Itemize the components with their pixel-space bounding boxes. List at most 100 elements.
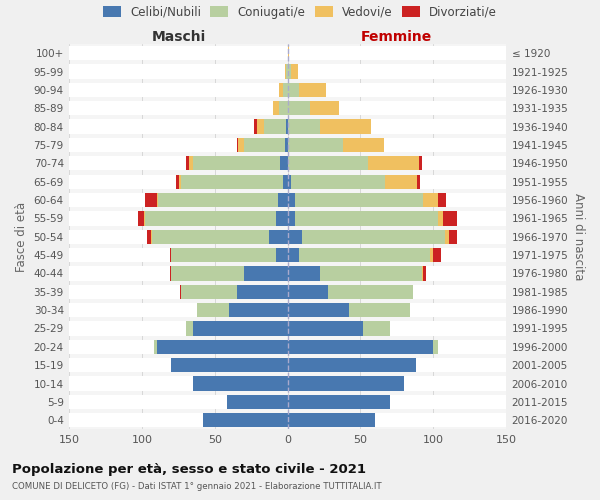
Bar (145, 193, 157, 207)
Bar (229, 303, 287, 318)
Bar (70, 64, 506, 78)
Bar (257, 120, 265, 134)
Bar (70, 358, 506, 372)
Bar (265, 120, 286, 134)
Bar (273, 101, 279, 116)
Bar (290, 174, 385, 189)
Bar (171, 266, 244, 280)
Bar (320, 120, 371, 134)
Bar (287, 413, 375, 428)
Bar (70, 174, 506, 189)
Bar (368, 156, 419, 170)
Bar (143, 211, 145, 226)
Bar (180, 284, 181, 299)
Bar (70, 303, 506, 318)
Bar (433, 340, 437, 354)
Y-axis label: Fasce di età: Fasce di età (15, 202, 28, 272)
Bar (170, 266, 171, 280)
Bar (286, 120, 287, 134)
Bar (285, 138, 287, 152)
Bar (283, 174, 287, 189)
Bar (287, 211, 295, 226)
Bar (287, 64, 290, 78)
Bar (279, 101, 287, 116)
Bar (276, 211, 287, 226)
Bar (364, 322, 389, 336)
Bar (197, 303, 229, 318)
Bar (423, 266, 426, 280)
Bar (170, 248, 171, 262)
Bar (287, 138, 343, 152)
Bar (70, 193, 506, 207)
Bar (146, 230, 151, 244)
Bar (171, 248, 276, 262)
Bar (437, 211, 443, 226)
Bar (238, 138, 244, 152)
Bar (437, 193, 446, 207)
Bar (287, 266, 320, 280)
Bar (286, 64, 287, 78)
Bar (152, 230, 269, 244)
Bar (157, 340, 287, 354)
Bar (287, 101, 310, 116)
Bar (176, 174, 179, 189)
Bar (151, 230, 152, 244)
Bar (287, 120, 320, 134)
Bar (193, 376, 287, 390)
Bar (445, 230, 449, 244)
Bar (138, 211, 143, 226)
Bar (70, 376, 506, 390)
Bar (244, 138, 285, 152)
Bar (283, 82, 287, 97)
Bar (349, 303, 410, 318)
Bar (417, 174, 420, 189)
Bar (285, 64, 286, 78)
Bar (186, 322, 193, 336)
Bar (70, 211, 506, 226)
Bar (287, 340, 433, 354)
Legend: Celibi/Nubili, Coniugati/e, Vedovi/e, Divorziati/e: Celibi/Nubili, Coniugati/e, Vedovi/e, Di… (98, 1, 502, 24)
Text: COMUNE DI DELICETO (FG) - Dati ISTAT 1° gennaio 2021 - Elaborazione TUTTITALIA.I: COMUNE DI DELICETO (FG) - Dati ISTAT 1° … (12, 482, 382, 491)
Bar (287, 193, 295, 207)
Bar (193, 322, 287, 336)
Bar (237, 284, 287, 299)
Bar (154, 340, 157, 354)
Bar (203, 413, 287, 428)
Bar (70, 138, 506, 152)
Bar (449, 230, 457, 244)
Bar (70, 101, 506, 116)
Bar (287, 82, 299, 97)
Bar (70, 266, 506, 280)
Bar (290, 64, 298, 78)
Bar (244, 266, 287, 280)
Bar (186, 156, 189, 170)
Bar (70, 322, 506, 336)
Bar (295, 193, 423, 207)
Bar (179, 174, 181, 189)
Text: Maschi: Maschi (151, 30, 206, 44)
Bar (287, 46, 289, 60)
Bar (181, 174, 283, 189)
Bar (269, 230, 287, 244)
Text: Popolazione per età, sesso e stato civile - 2021: Popolazione per età, sesso e stato civil… (12, 462, 366, 475)
Bar (287, 174, 290, 189)
Bar (254, 120, 257, 134)
Bar (299, 248, 430, 262)
Bar (302, 230, 445, 244)
Bar (189, 156, 193, 170)
Bar (385, 174, 417, 189)
Bar (70, 46, 506, 60)
Bar (70, 230, 506, 244)
Bar (320, 266, 422, 280)
Bar (287, 303, 349, 318)
Bar (287, 156, 368, 170)
Bar (237, 138, 238, 152)
Bar (193, 156, 280, 170)
Bar (171, 358, 287, 372)
Bar (443, 211, 457, 226)
Bar (419, 156, 422, 170)
Bar (145, 211, 276, 226)
Bar (433, 248, 440, 262)
Bar (422, 266, 423, 280)
Bar (287, 230, 302, 244)
